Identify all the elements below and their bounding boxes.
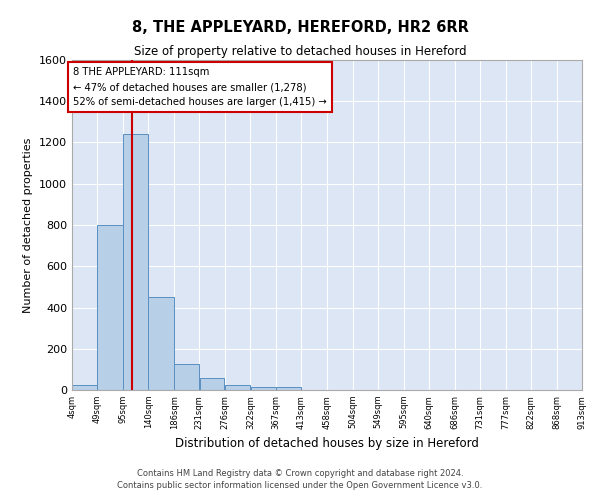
Bar — [276, 387, 301, 390]
Bar — [148, 297, 174, 390]
Bar — [72, 385, 97, 390]
Text: 8 THE APPLEYARD: 111sqm
← 47% of detached houses are smaller (1,278)
52% of semi: 8 THE APPLEYARD: 111sqm ← 47% of detache… — [73, 67, 327, 107]
Text: Contains HM Land Registry data © Crown copyright and database right 2024.
Contai: Contains HM Land Registry data © Crown c… — [118, 468, 482, 490]
Bar — [225, 385, 250, 390]
Y-axis label: Number of detached properties: Number of detached properties — [23, 138, 34, 312]
Text: Size of property relative to detached houses in Hereford: Size of property relative to detached ho… — [134, 45, 466, 58]
Text: 8, THE APPLEYARD, HEREFORD, HR2 6RR: 8, THE APPLEYARD, HEREFORD, HR2 6RR — [131, 20, 469, 35]
Bar — [97, 225, 123, 390]
Bar — [123, 134, 148, 390]
Bar — [199, 378, 224, 390]
Bar — [174, 364, 199, 390]
Bar — [251, 387, 275, 390]
X-axis label: Distribution of detached houses by size in Hereford: Distribution of detached houses by size … — [175, 437, 479, 450]
